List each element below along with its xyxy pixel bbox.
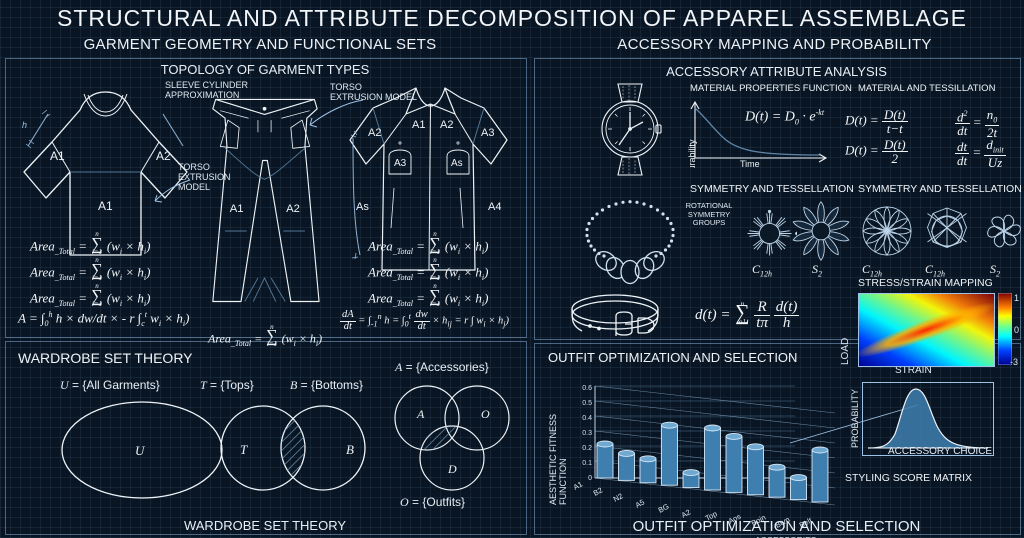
svg-text:A5: A5 [634,498,646,510]
svg-text:B: B [346,442,354,457]
svg-text:A1: A1 [230,203,244,215]
svg-text:BG: BG [657,502,671,515]
svg-text:A1: A1 [412,119,425,131]
svg-text:A2: A2 [368,127,381,139]
svg-text:B2: B2 [592,486,604,498]
svg-text:Time: Time [740,159,760,168]
svg-text:0: 0 [588,475,592,482]
svg-text:As: As [356,201,369,213]
svg-text:As: As [451,158,463,169]
svg-text:A2: A2 [440,119,453,131]
svg-text:A4: A4 [488,201,501,213]
svg-text:U: U [135,443,146,458]
svg-text:T: T [240,442,248,457]
svg-text:A1: A1 [572,480,584,492]
svg-text:h: h [22,120,27,130]
svg-text:0.6: 0.6 [582,385,592,392]
svg-text:0.2: 0.2 [582,445,592,452]
svg-text:A2: A2 [286,203,300,215]
svg-text:A2: A2 [156,149,171,163]
svg-text:0.4: 0.4 [582,415,592,422]
svg-text:A3: A3 [394,158,407,169]
svg-text:N2: N2 [612,491,625,503]
svg-text:A3: A3 [481,127,494,139]
svg-text:Durability: Durability [687,139,697,168]
svg-text:A1: A1 [98,199,113,213]
svg-text:A: A [416,407,425,421]
svg-text:0.3: 0.3 [582,430,592,437]
svg-text:A1: A1 [50,149,65,163]
svg-text:0.5: 0.5 [582,400,592,407]
svg-text:O: O [481,407,490,421]
svg-text:D: D [447,462,457,476]
svg-text:0.1: 0.1 [582,460,592,467]
